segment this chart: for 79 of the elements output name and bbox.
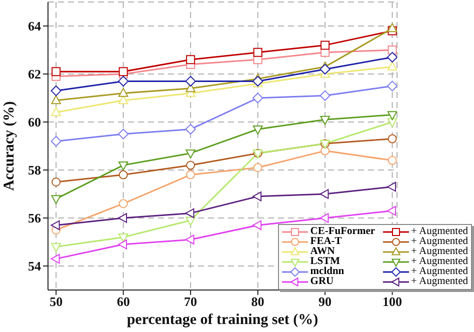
point [386, 52, 397, 62]
point [51, 195, 61, 204]
legend-label: GRU [310, 276, 334, 287]
point [320, 189, 329, 199]
point [388, 156, 397, 165]
point [118, 234, 128, 242]
x-tick-label: 80 [251, 294, 264, 310]
legend-label: + Augmented [411, 276, 468, 287]
point [253, 163, 262, 172]
point [185, 234, 194, 244]
point [387, 111, 397, 120]
point [387, 23, 397, 32]
point [118, 128, 129, 140]
point [52, 67, 61, 76]
point [186, 216, 196, 226]
point [118, 67, 128, 76]
legend-label: CE-FuFormer [310, 226, 376, 237]
point [387, 62, 397, 70]
point [118, 240, 128, 250]
legend-label: + Augmented [411, 266, 468, 277]
point [51, 243, 61, 252]
point [185, 76, 196, 86]
legend-label: + Augmented [411, 226, 468, 237]
legend-label: LSTM [310, 256, 340, 267]
point [185, 208, 194, 218]
point [320, 213, 329, 223]
point [386, 80, 397, 92]
point [386, 182, 396, 192]
x-axis-title: percentage of training set (%) [126, 312, 318, 328]
y-tick-label: 58 [28, 162, 42, 178]
x-tick-label: 100 [382, 294, 402, 310]
x-tick-label: 50 [50, 294, 63, 310]
point [388, 134, 397, 144]
point [386, 206, 396, 216]
point [52, 178, 61, 186]
point [387, 118, 397, 128]
point [118, 88, 128, 97]
y-tick-label: 54 [28, 258, 42, 274]
point [186, 160, 196, 170]
point [51, 95, 61, 104]
point [320, 40, 330, 50]
y-tick-label: 62 [28, 66, 41, 82]
point [185, 124, 196, 134]
point [388, 46, 397, 54]
legend-label: + Augmented [411, 256, 468, 267]
point [320, 90, 330, 101]
y-tick-label: 56 [28, 210, 42, 226]
point [51, 107, 61, 116]
point [118, 199, 128, 208]
point [50, 136, 62, 146]
point [252, 126, 263, 134]
x-tick-label: 90 [318, 294, 332, 310]
point [320, 116, 330, 125]
point [50, 254, 60, 264]
point [253, 48, 262, 57]
point [186, 150, 196, 158]
y-axis-title: Accuracy (%) [1, 101, 18, 191]
point [118, 95, 128, 104]
legend-label: mcldnn [310, 266, 344, 277]
legend-label: + Augmented [411, 236, 468, 247]
point [252, 92, 264, 104]
point [186, 55, 196, 64]
legend-label: FEA-T [310, 236, 342, 247]
point [252, 220, 262, 230]
point [186, 170, 196, 180]
x-tick-label: 70 [184, 294, 198, 310]
x-tick-label: 60 [116, 294, 130, 310]
legend-label: AWN [310, 246, 335, 257]
point [50, 86, 62, 96]
point [118, 213, 128, 223]
point [118, 170, 128, 180]
y-tick-label: 64 [28, 18, 42, 34]
point [252, 192, 262, 202]
point [50, 220, 60, 230]
point [118, 162, 128, 170]
point [320, 64, 330, 74]
y-tick-label: 60 [28, 114, 41, 130]
legend-label: + Augmented [411, 246, 468, 257]
point [118, 76, 129, 86]
